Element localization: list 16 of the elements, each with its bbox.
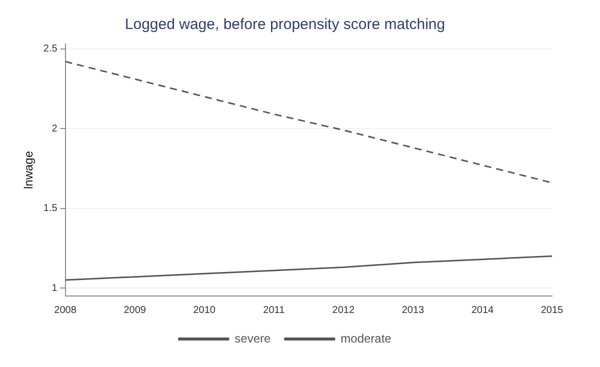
x-tick-label: 2009 — [124, 304, 146, 316]
x-tick-label: 2013 — [402, 304, 425, 316]
x-tick-label: 2012 — [332, 304, 355, 316]
y-axis-title: lnwage — [22, 150, 36, 190]
x-tick-label: 2011 — [263, 304, 286, 316]
legend-label: severe — [234, 331, 271, 346]
x-tick-label: 2008 — [54, 304, 77, 316]
x-tick-label: 2015 — [540, 304, 564, 316]
x-tick-label: 2014 — [471, 304, 494, 316]
y-tick-label: 2.5 — [43, 44, 58, 55]
legend-label: moderate — [340, 331, 392, 346]
x-tick-label: 2010 — [193, 304, 216, 316]
chart-title: Logged wage, before propensity score matching — [124, 16, 446, 34]
y-tick-label: 1 — [52, 282, 58, 294]
y-tick-label: 1.5 — [43, 203, 58, 214]
y-tick-label: 2 — [52, 123, 58, 134]
